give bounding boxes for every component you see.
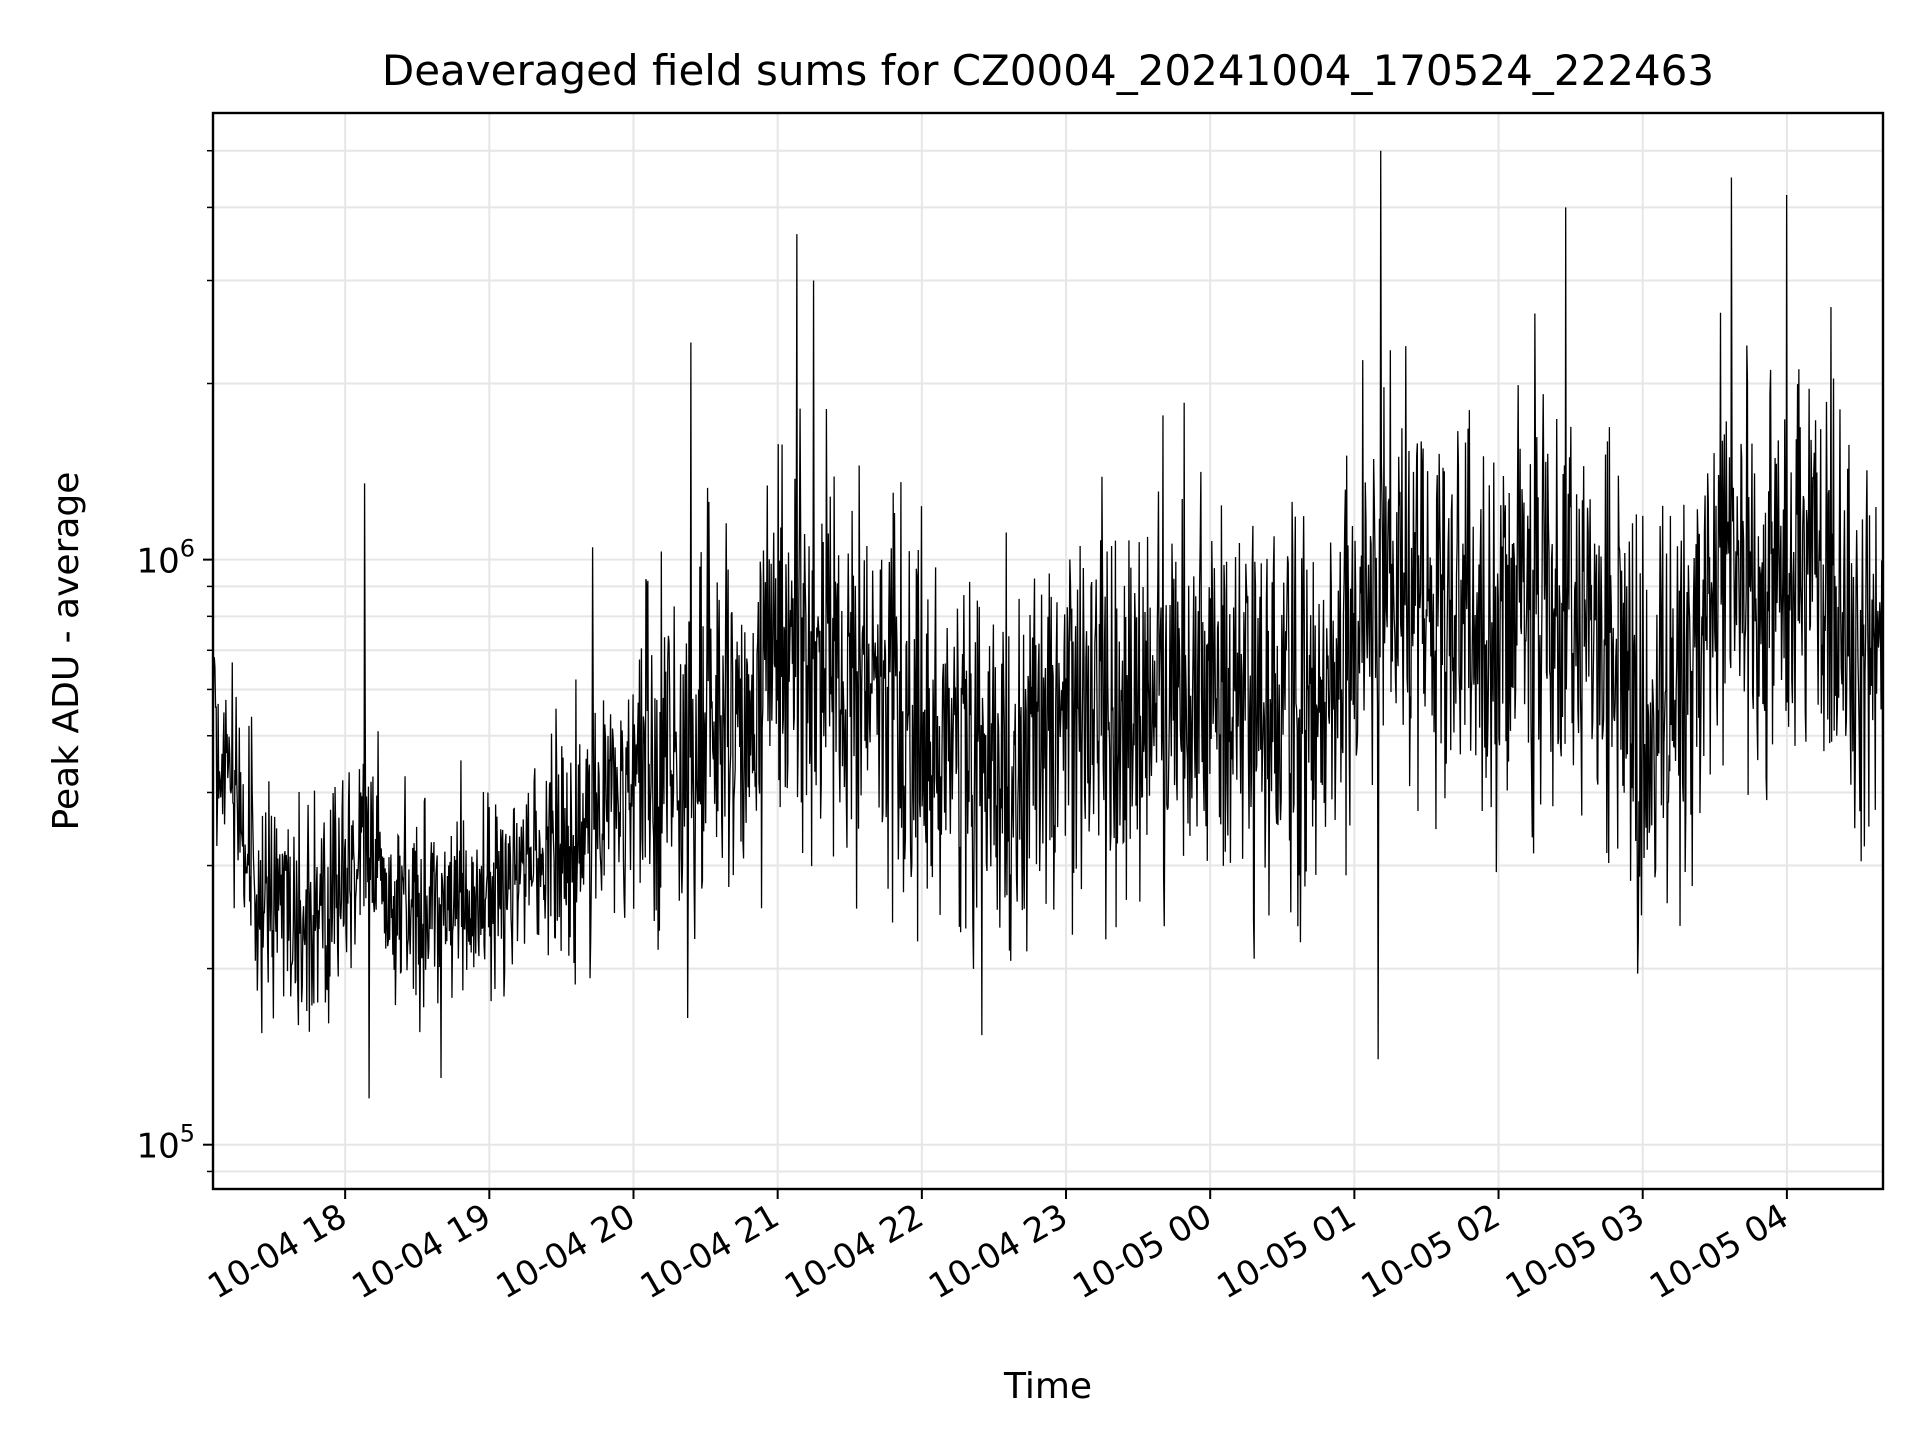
y-tick-label: 105 bbox=[136, 1120, 195, 1167]
y-tick-label: 106 bbox=[136, 535, 195, 582]
x-tick-label: 10-05 02 bbox=[1355, 1196, 1507, 1307]
x-tick-label: 10-05 03 bbox=[1499, 1196, 1651, 1307]
x-tick-label: 10-04 18 bbox=[201, 1196, 353, 1307]
x-tick-label: 10-05 01 bbox=[1210, 1196, 1362, 1307]
y-tick-label-base: 10 bbox=[136, 542, 179, 582]
x-tick-label: 10-05 00 bbox=[1066, 1196, 1218, 1307]
y-tick-label-exponent: 6 bbox=[180, 535, 195, 563]
plot-area bbox=[212, 150, 1884, 1158]
x-tick-label: 10-04 22 bbox=[778, 1196, 930, 1307]
y-tick-label-base: 10 bbox=[136, 1127, 179, 1167]
x-tick-label: 10-04 23 bbox=[922, 1196, 1074, 1307]
y-axis-label: Peak ADU - average bbox=[46, 472, 87, 831]
x-tick-label: 10-04 19 bbox=[345, 1196, 497, 1307]
x-tick-label: 10-05 04 bbox=[1643, 1196, 1795, 1307]
x-tick-label: 10-04 20 bbox=[490, 1196, 642, 1307]
x-tick-label: 10-04 21 bbox=[634, 1196, 786, 1307]
x-axis-label: Time bbox=[1003, 1366, 1092, 1407]
y-tick-label-exponent: 5 bbox=[180, 1120, 195, 1148]
series-line bbox=[212, 150, 1884, 1158]
chart-title: Deaveraged field sums for CZ0004_2024100… bbox=[382, 46, 1714, 95]
